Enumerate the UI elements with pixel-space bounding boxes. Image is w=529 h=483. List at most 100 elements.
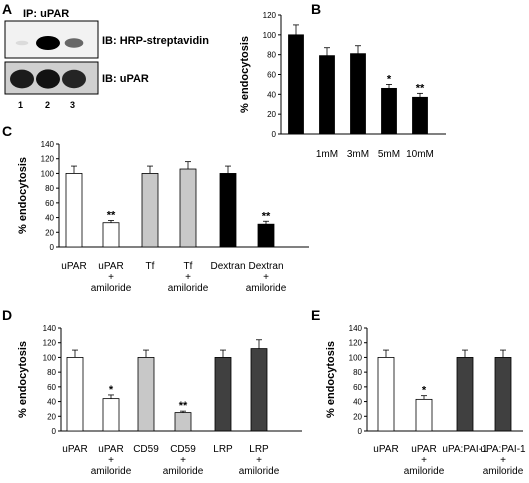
category-label: uPA:PAI-1 [480, 444, 526, 455]
y-tick-label: 60 [45, 199, 54, 208]
y-tick-label: 60 [47, 383, 56, 392]
y-tick-label: 40 [267, 90, 276, 99]
category-label: + [500, 455, 506, 466]
bar [214, 357, 232, 432]
panel-d: D 0 20 40 60 80 100 120 140 % endocytosis uPAR * uPA… [2, 307, 302, 477]
blot-top-band [64, 38, 84, 48]
bar [415, 398, 433, 432]
category-label: + [421, 455, 427, 466]
lane-label-1: 1 [18, 100, 23, 110]
y-axis-label: % endocytosis [17, 341, 29, 418]
bar [250, 348, 268, 432]
y-tick-label: 20 [353, 412, 362, 421]
category-label: Tf [146, 261, 155, 272]
y-tick-label: 80 [45, 184, 54, 193]
panel-b: B 0 20 40 60 80 100 120 % endocytosis 1mM 3mM * 5mM *… [239, 1, 446, 160]
category-label: amiloride [91, 466, 132, 477]
bar [179, 168, 197, 248]
y-tick-label: 100 [349, 353, 363, 362]
significance-label: ** [179, 400, 188, 412]
y-tick-label: 120 [41, 155, 55, 164]
y-axis-label: % endocytosis [239, 36, 251, 113]
category-label: Tf [184, 261, 193, 272]
category-label: CD59 [133, 444, 159, 455]
significance-label: ** [416, 82, 425, 94]
category-label: uPAR [373, 444, 398, 455]
lane-label-2: 2 [45, 100, 50, 110]
y-tick-label: 60 [353, 383, 362, 392]
y-tick-label: 40 [353, 398, 362, 407]
category-label: amiloride [483, 466, 524, 477]
panel-c-letter: C [2, 123, 12, 139]
bar [65, 173, 83, 248]
category-label: + [185, 272, 191, 283]
y-tick-label: 80 [47, 368, 56, 377]
category-label: 1mM [316, 149, 338, 160]
blot-bottom-band [36, 69, 60, 89]
y-tick-label: 20 [47, 412, 56, 421]
category-label: uPA:PAI-1 [442, 444, 488, 455]
blot-bottom-band [10, 69, 34, 89]
category-label: amiloride [91, 283, 132, 294]
significance-label: ** [262, 210, 271, 222]
significance-label: ** [107, 210, 116, 222]
y-axis-label: % endocytosis [325, 341, 337, 418]
blot-bottom-band [62, 69, 86, 89]
significance-label: * [387, 73, 392, 85]
blot-bottom-label: IB: uPAR [102, 73, 149, 85]
category-label: + [108, 272, 114, 283]
category-label: uPAR [411, 444, 436, 455]
y-tick-label: 100 [41, 169, 55, 178]
bar [219, 173, 237, 248]
panel-e: E 0 20 40 60 80 100 120 140 % endocytosis uPAR * uPA… [311, 307, 526, 477]
y-tick-label: 60 [267, 71, 276, 80]
y-tick-label: 140 [43, 324, 57, 333]
ip-label: IP: uPAR [23, 8, 69, 20]
category-label: + [263, 272, 269, 283]
significance-label: * [109, 384, 114, 396]
y-tick-label: 140 [349, 324, 363, 333]
panel-e-letter: E [311, 307, 320, 323]
panel-a-letter: A [2, 1, 12, 17]
category-label: 5mM [378, 149, 400, 160]
bar [377, 357, 395, 432]
bar [66, 357, 84, 432]
category-label: 3mM [347, 149, 369, 160]
bar [137, 357, 155, 432]
category-label: 10mM [406, 149, 434, 160]
y-tick-label: 0 [50, 243, 55, 252]
y-tick-label: 120 [349, 339, 363, 348]
category-label: + [180, 455, 186, 466]
category-label: amiloride [246, 283, 287, 294]
y-tick-label: 0 [358, 427, 363, 436]
panel-c: C 0 20 40 60 80 100 120 140 % endocytosis uPAR ** uP… [2, 123, 309, 294]
category-label: CD59 [170, 444, 196, 455]
y-tick-label: 80 [353, 368, 362, 377]
blot-top-band [36, 36, 60, 50]
lane-label-3: 3 [70, 100, 75, 110]
blot-top-band [15, 40, 29, 46]
bar [174, 412, 192, 432]
bar [494, 357, 512, 432]
category-label: uPAR [61, 261, 86, 272]
bar [288, 34, 304, 135]
category-label: uPAR [98, 444, 123, 455]
category-label: Dextran [248, 261, 283, 272]
y-tick-label: 80 [267, 51, 276, 60]
category-label: Dextran [210, 261, 245, 272]
blot-top-bands [15, 36, 84, 50]
panel-a: A IP: uPAR IB: HRP-streptavidin IB: uPAR… [2, 1, 209, 110]
bar [319, 55, 335, 135]
category-label: amiloride [168, 283, 209, 294]
significance-label: * [422, 385, 427, 397]
y-tick-label: 20 [267, 110, 276, 119]
category-label: amiloride [404, 466, 445, 477]
y-tick-label: 0 [272, 130, 277, 139]
bar [102, 398, 120, 432]
panel-d-letter: D [2, 307, 12, 323]
y-tick-label: 40 [47, 398, 56, 407]
category-label: LRP [249, 444, 269, 455]
y-tick-label: 100 [43, 353, 57, 362]
